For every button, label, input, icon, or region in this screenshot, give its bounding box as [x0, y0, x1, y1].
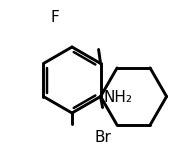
- Text: Br: Br: [95, 131, 111, 145]
- Text: NH₂: NH₂: [104, 90, 132, 105]
- Text: F: F: [51, 10, 59, 26]
